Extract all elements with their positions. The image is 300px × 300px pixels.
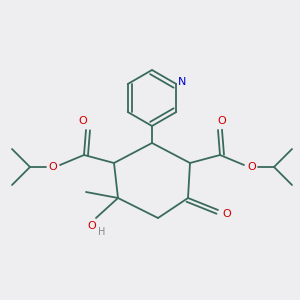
Text: O: O bbox=[218, 116, 226, 126]
Text: O: O bbox=[248, 162, 256, 172]
Text: H: H bbox=[98, 227, 106, 237]
Text: N: N bbox=[178, 77, 186, 87]
Text: O: O bbox=[88, 221, 96, 231]
Text: O: O bbox=[79, 116, 87, 126]
Text: O: O bbox=[49, 162, 57, 172]
Text: O: O bbox=[223, 209, 231, 219]
